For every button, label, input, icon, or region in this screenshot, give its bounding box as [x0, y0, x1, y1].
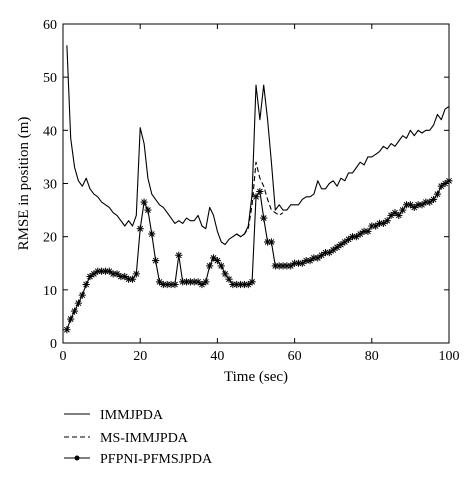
series-marker — [391, 209, 399, 217]
series-marker — [306, 256, 314, 265]
y-tick-label: 10 — [43, 284, 57, 299]
series-marker — [395, 211, 403, 219]
series-marker — [267, 238, 276, 246]
legend: IMMJPDA MS-IMMJPDA PFPNI-PFMSJPDA — [64, 408, 213, 467]
series-marker — [314, 254, 322, 262]
series-marker — [333, 243, 341, 251]
y-tick-label: 0 — [50, 337, 57, 352]
series-marker — [206, 262, 214, 270]
series-marker — [148, 230, 156, 238]
series-marker — [248, 278, 256, 286]
plot-area — [62, 23, 450, 344]
legend-label-1: MS-IMMJPDA — [100, 431, 189, 446]
series-marker — [113, 270, 121, 278]
series-marker — [399, 206, 407, 214]
series-marker — [337, 241, 345, 249]
y-axis-label: RMSE in position (m) — [16, 117, 32, 251]
plot-border — [62, 23, 450, 344]
y-tick-label: 30 — [43, 178, 57, 193]
x-tick-label: 80 — [365, 349, 379, 364]
legend-marker — [74, 455, 80, 461]
series-marker — [252, 193, 260, 201]
series-marker — [105, 267, 113, 275]
series-marker — [67, 315, 75, 323]
axis-ticks: 0 20 40 60 80 100 0 10 20 30 40 50 60 — [43, 18, 460, 364]
series-marker — [209, 254, 218, 262]
series-marker — [221, 270, 229, 278]
series-marker — [441, 179, 449, 188]
legend-label-2: PFPNI-PFMSJPDA — [100, 452, 213, 467]
x-tick-label: 100 — [439, 349, 460, 364]
series-marker — [194, 278, 202, 286]
series-marker — [379, 219, 387, 227]
x-tick-label: 0 — [60, 349, 67, 364]
series-marker — [74, 299, 83, 307]
series-marker — [128, 275, 137, 283]
series-marker — [383, 217, 391, 225]
series-marker — [260, 214, 268, 222]
series-marker — [86, 272, 94, 281]
series-marker — [410, 203, 418, 212]
series-line-0 — [66, 45, 450, 246]
series-marker — [318, 251, 326, 259]
y-tick-label: 40 — [43, 124, 57, 139]
series-marker — [144, 206, 152, 214]
series-marker — [364, 227, 372, 235]
x-tick-label: 60 — [288, 349, 302, 364]
series-layer — [63, 45, 453, 334]
series-marker — [152, 256, 160, 265]
series-marker — [341, 238, 349, 246]
series-marker — [387, 211, 395, 219]
series-marker — [213, 256, 221, 265]
series-marker — [406, 201, 414, 209]
series-line-1 — [236, 161, 284, 238]
legend-label-0: IMMJPDA — [100, 408, 164, 423]
series-marker — [82, 280, 90, 289]
series-marker — [78, 291, 86, 299]
series-marker — [244, 280, 252, 289]
series-marker — [298, 259, 306, 267]
series-marker — [171, 280, 179, 289]
series-marker — [418, 201, 426, 209]
series-marker — [132, 270, 140, 278]
series-marker — [445, 177, 453, 185]
series-marker — [352, 233, 360, 241]
series-marker — [225, 275, 233, 283]
x-tick-label: 20 — [133, 349, 147, 364]
series-marker — [356, 230, 364, 238]
series-marker — [437, 182, 445, 190]
series-line-2 — [66, 180, 450, 330]
series-marker — [217, 262, 225, 270]
series-marker — [70, 307, 79, 315]
series-marker — [175, 251, 183, 259]
x-axis-label: Time (sec) — [224, 369, 288, 385]
y-tick-label: 60 — [43, 18, 57, 33]
series-marker — [63, 326, 71, 334]
series-marker — [90, 270, 98, 278]
series-marker — [287, 262, 295, 270]
y-tick-label: 20 — [43, 231, 57, 246]
series-marker — [433, 190, 442, 198]
series-marker — [325, 249, 333, 257]
series-marker — [329, 246, 337, 254]
series-marker — [429, 195, 438, 204]
series-marker — [426, 198, 434, 206]
series-marker — [372, 222, 380, 230]
y-tick-label: 50 — [43, 71, 57, 86]
series-marker — [155, 278, 164, 286]
x-tick-label: 40 — [210, 349, 224, 364]
series-marker — [136, 225, 144, 233]
series-marker — [345, 235, 353, 243]
series-marker — [202, 278, 210, 286]
series-marker — [198, 280, 206, 289]
series-marker — [256, 187, 264, 196]
series-marker — [140, 198, 148, 206]
series-marker — [121, 272, 129, 281]
